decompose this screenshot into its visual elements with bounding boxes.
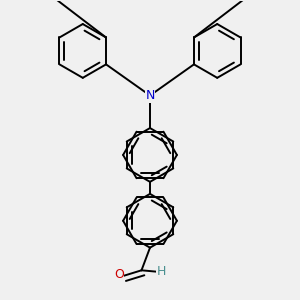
- Text: H: H: [157, 265, 166, 278]
- Text: O: O: [114, 268, 124, 281]
- Text: N: N: [145, 89, 155, 102]
